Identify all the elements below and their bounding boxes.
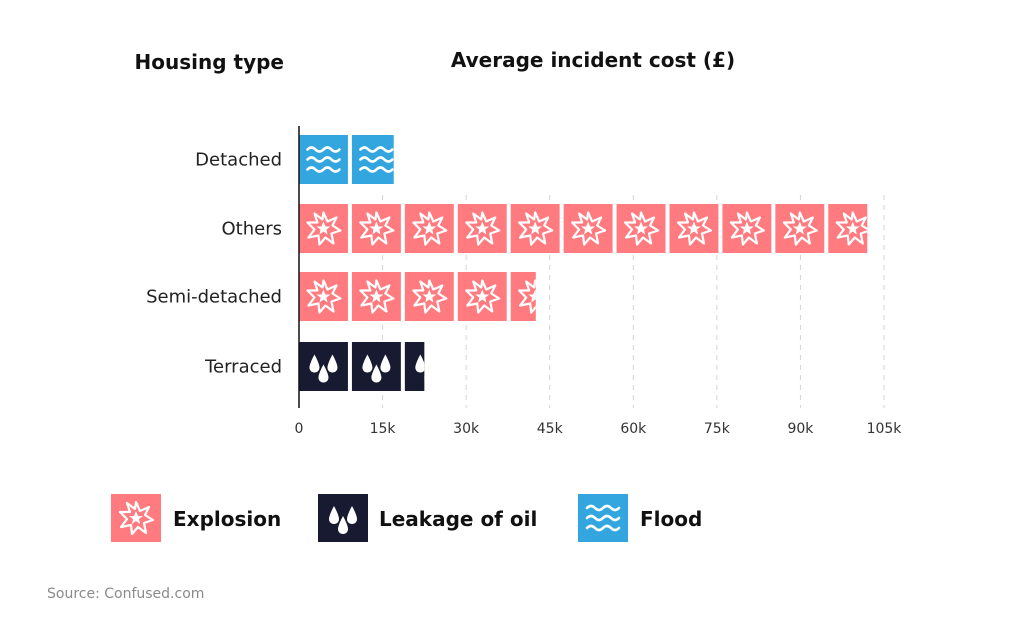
- category-label: Detached: [195, 150, 282, 171]
- legend-label: Leakage of oil: [379, 507, 537, 531]
- x-tick-label: 75k: [704, 421, 731, 437]
- category-label: Terraced: [204, 357, 282, 378]
- bar-segment: [351, 135, 394, 184]
- x-tick-labels: 0 15k 30k 45k 60k 75k 90k 105k: [295, 421, 903, 437]
- source-note: Source: Confused.com: [47, 586, 204, 602]
- bars: [299, 135, 868, 391]
- category-label: Semi-detached: [146, 287, 282, 308]
- bar-segment: [404, 342, 425, 391]
- legend: Explosion Leakage of oil Flood: [111, 494, 702, 542]
- bar-others: [299, 204, 868, 253]
- legend-label: Flood: [640, 507, 702, 531]
- bar-detached: [299, 135, 394, 184]
- x-tick-label: 90k: [787, 421, 814, 437]
- x-tick-label: 45k: [537, 421, 564, 437]
- category-labels: Detached Others Semi-detached Terraced: [146, 150, 282, 378]
- x-tick-label: 30k: [453, 421, 480, 437]
- legend-item-flood: Flood: [578, 494, 702, 542]
- bar-terraced: [299, 342, 425, 391]
- x-tick-label: 105k: [867, 421, 903, 437]
- bar-semi-detached: [299, 272, 536, 321]
- category-header: Housing type: [135, 50, 284, 74]
- value-header: Average incident cost (£): [451, 48, 735, 72]
- category-label: Others: [222, 219, 283, 240]
- x-tick-label: 15k: [370, 421, 397, 437]
- x-tick-label: 60k: [620, 421, 647, 437]
- legend-label: Explosion: [173, 507, 281, 531]
- legend-item-leakage-of-oil: Leakage of oil: [318, 494, 537, 542]
- x-tick-label: 0: [295, 421, 304, 437]
- legend-item-explosion: Explosion: [111, 494, 281, 542]
